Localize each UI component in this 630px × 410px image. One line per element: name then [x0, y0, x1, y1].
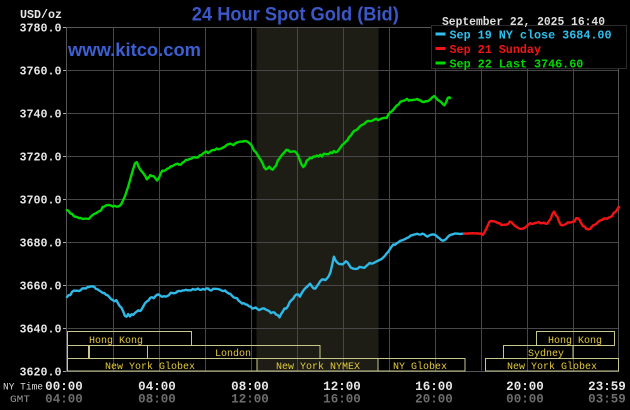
svg-text:September 22, 2025 16:40: September 22, 2025 16:40	[442, 15, 605, 29]
svg-text:24 Hour Spot Gold (Bid): 24 Hour Spot Gold (Bid)	[192, 4, 399, 26]
svg-text:00:00: 00:00	[45, 380, 83, 394]
svg-text:NY Globex: NY Globex	[393, 361, 447, 373]
svg-text:3640.0: 3640.0	[20, 323, 62, 337]
svg-text:3620.0: 3620.0	[20, 366, 62, 380]
svg-text:04:00: 04:00	[45, 393, 83, 407]
svg-text:12:00: 12:00	[231, 393, 269, 407]
svg-text:NY Time: NY Time	[3, 382, 43, 394]
svg-text:3680.0: 3680.0	[20, 237, 62, 251]
svg-text:08:00: 08:00	[231, 380, 269, 394]
svg-text:Sydney: Sydney	[528, 348, 564, 360]
svg-text:3760.0: 3760.0	[20, 65, 62, 79]
svg-text:04:00: 04:00	[138, 380, 176, 394]
svg-text:3720.0: 3720.0	[20, 151, 62, 165]
svg-text:20:00: 20:00	[415, 393, 453, 407]
svg-text:GMT: GMT	[10, 394, 30, 406]
svg-text:3660.0: 3660.0	[20, 280, 62, 294]
svg-text:3740.0: 3740.0	[20, 108, 62, 122]
svg-text:23:59: 23:59	[588, 380, 626, 394]
svg-text:12:00: 12:00	[323, 380, 361, 394]
svg-text:Hong Kong: Hong Kong	[89, 336, 143, 347]
svg-text:16:00: 16:00	[323, 393, 361, 407]
svg-text:3700.0: 3700.0	[20, 194, 62, 208]
svg-text:New York Globex: New York Globex	[507, 361, 597, 373]
svg-text:20:00: 20:00	[506, 380, 544, 394]
svg-text:New York Globex: New York Globex	[105, 361, 195, 373]
svg-text:03:59: 03:59	[588, 393, 626, 407]
svg-text:London: London	[215, 348, 251, 360]
svg-text:Hong Kong: Hong Kong	[548, 336, 602, 347]
svg-text:3780.0: 3780.0	[20, 22, 62, 36]
svg-text:USD/oz: USD/oz	[20, 8, 62, 22]
svg-text:New York NYMEX: New York NYMEX	[276, 361, 360, 373]
svg-text:16:00: 16:00	[415, 380, 453, 394]
svg-text:00:00: 00:00	[506, 393, 544, 407]
svg-text:08:00: 08:00	[138, 393, 176, 407]
svg-text:www.kitco.com: www.kitco.com	[67, 39, 201, 60]
svg-text:Sep 19 NY close 3684.00: Sep 19 NY close 3684.00	[450, 28, 612, 42]
svg-text:Sep 22 Last 3746.60: Sep 22 Last 3746.60	[450, 57, 584, 71]
svg-text:Sep 21 Sunday: Sep 21 Sunday	[450, 43, 542, 57]
